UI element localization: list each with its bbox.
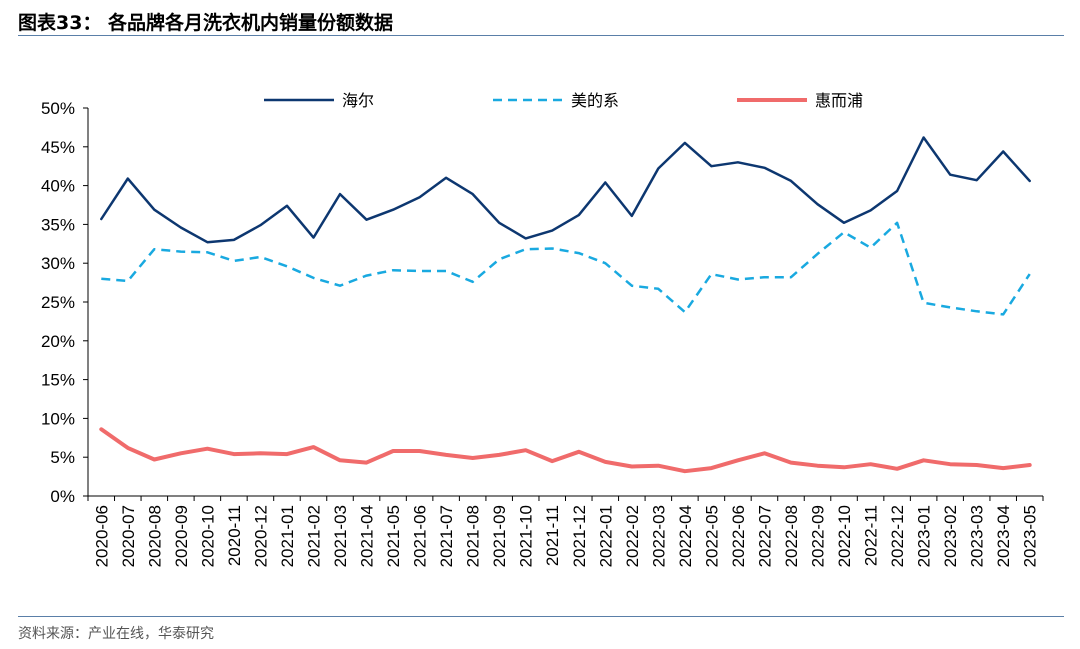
x-tick-label: 2021-09 xyxy=(490,505,509,567)
x-tick-label: 2023-02 xyxy=(941,505,960,567)
y-tick-label: 20% xyxy=(41,332,75,351)
x-tick-label: 2020-09 xyxy=(172,505,191,567)
y-tick-label: 30% xyxy=(41,254,75,273)
x-tick-label: 2021-08 xyxy=(464,505,483,567)
x-tick-label: 2021-11 xyxy=(543,505,562,566)
top-divider xyxy=(18,35,1064,36)
line-chart: 0%5%10%15%20%25%30%35%40%45%50% 2020-06 2… xyxy=(41,91,1044,567)
x-tick-label: 2021-10 xyxy=(517,505,536,567)
x-axis-tick-labels: 2020-06 2020-07 2020-08 2020-09 2020-10 2020-… xyxy=(92,505,1039,567)
legend-haier-label: 海尔 xyxy=(342,91,374,110)
x-tick-label: 2022-08 xyxy=(782,505,801,567)
y-tick-label: 10% xyxy=(41,409,75,428)
y-tick-label: 25% xyxy=(41,293,75,312)
x-tick-label: 2021-06 xyxy=(411,505,430,567)
x-tick-label: 2020-07 xyxy=(119,505,138,567)
x-tick-label: 2023-04 xyxy=(994,505,1013,567)
x-tick-label: 2022-03 xyxy=(649,505,668,567)
x-tick-label: 2020-11 xyxy=(225,505,244,566)
x-tick-label: 2023-05 xyxy=(1021,505,1040,567)
x-tick-label: 2021-01 xyxy=(278,505,297,567)
x-tick-label: 2023-01 xyxy=(915,505,934,567)
x-tick-label: 2022-04 xyxy=(676,505,695,567)
legend-whirlpool-label: 惠而浦 xyxy=(815,91,863,110)
x-tick-label: 2020-06 xyxy=(92,505,111,567)
whirlpool-series-line xyxy=(99,427,1032,474)
y-tick-label: 0% xyxy=(50,487,75,506)
chart-axes xyxy=(83,107,1044,501)
x-tick-label: 2021-04 xyxy=(358,505,377,567)
y-tick-label: 45% xyxy=(41,138,75,157)
y-tick-label: 40% xyxy=(41,177,75,196)
x-tick-label: 2022-07 xyxy=(755,505,774,567)
legend: 海尔 美的系 惠而浦 xyxy=(264,91,863,110)
x-tick-label: 2020-08 xyxy=(145,505,164,567)
x-tick-label: 2022-09 xyxy=(809,505,828,567)
x-tick-label: 2022-11 xyxy=(862,505,881,566)
y-tick-label: 35% xyxy=(41,215,75,234)
y-tick-label: 15% xyxy=(41,371,75,390)
series-lines xyxy=(99,136,1032,474)
x-tick-label: 2020-12 xyxy=(251,505,270,567)
source-note: 资料来源：产业在线，华泰研究 xyxy=(18,626,214,642)
x-tick-label: 2022-12 xyxy=(888,505,907,567)
x-tick-label: 2022-02 xyxy=(623,505,642,567)
x-tick-label: 2021-07 xyxy=(437,505,456,567)
x-tick-label: 2020-10 xyxy=(198,505,217,567)
y-tick-label: 50% xyxy=(41,99,75,118)
x-tick-label: 2022-06 xyxy=(729,505,748,567)
y-axis-tick-labels: 0% 5% 10% 15% 20% 25% 30% 35% 40% 45% 50% xyxy=(41,99,75,506)
x-tick-label: 2021-12 xyxy=(570,505,589,567)
x-tick-label: 2021-03 xyxy=(331,505,350,567)
x-tick-label: 2021-05 xyxy=(384,505,403,567)
legend-midea-label: 美的系 xyxy=(571,91,619,110)
x-tick-label: 2022-01 xyxy=(596,505,615,567)
x-tick-label: 2022-05 xyxy=(702,505,721,567)
y-tick-label: 5% xyxy=(50,448,75,467)
x-tick-label: 2023-03 xyxy=(968,505,987,567)
x-tick-label: 2022-10 xyxy=(835,505,854,567)
midea-series-line xyxy=(101,221,1031,316)
chart-title: 图表33： 各品牌各月洗衣机内销量份额数据 xyxy=(18,12,394,34)
x-tick-label: 2021-02 xyxy=(304,505,323,567)
haier-series-line xyxy=(100,136,1031,244)
bottom-divider xyxy=(18,616,1064,617)
